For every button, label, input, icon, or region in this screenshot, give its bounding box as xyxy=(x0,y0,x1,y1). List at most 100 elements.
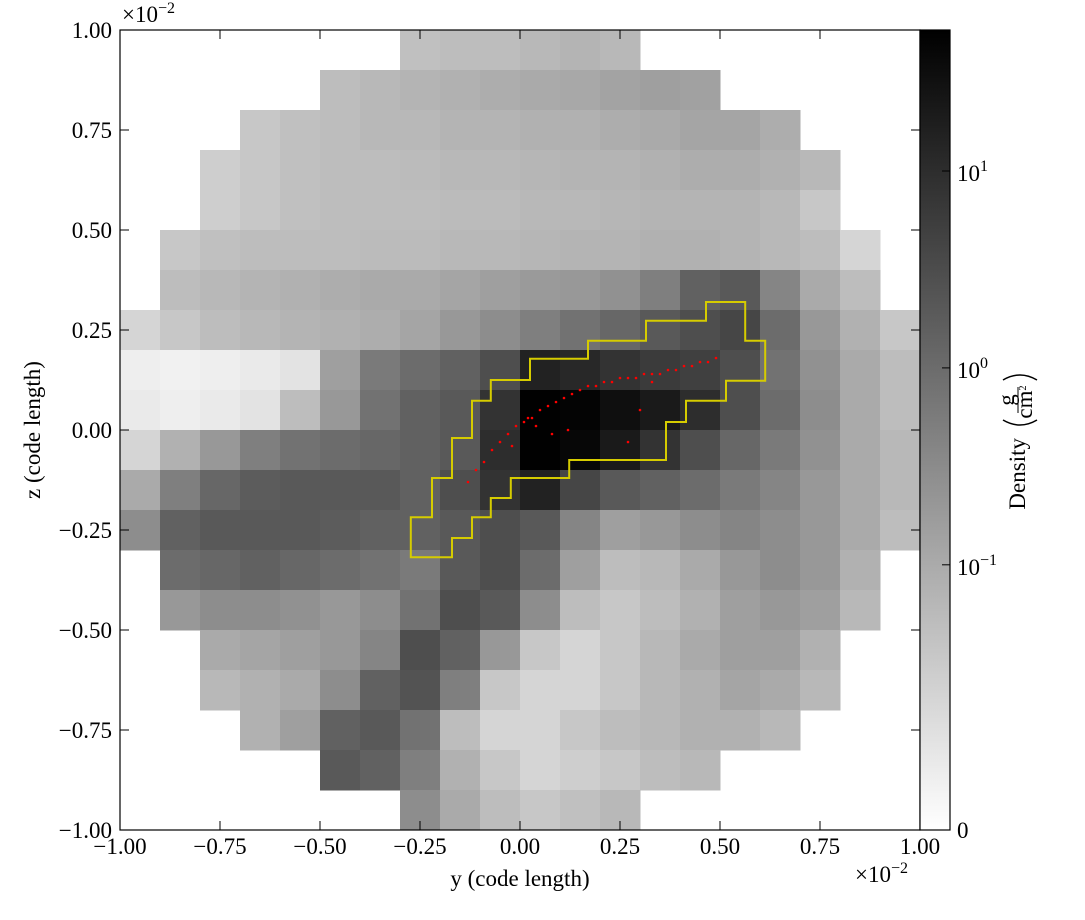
offset-text: ×10−2 xyxy=(855,860,908,887)
density-cell xyxy=(880,350,921,391)
density-cell xyxy=(720,670,761,711)
density-cell xyxy=(600,230,641,271)
density-cell xyxy=(440,550,481,591)
particle xyxy=(546,404,550,408)
density-cell xyxy=(560,510,601,551)
density-cell xyxy=(480,390,521,431)
density-cell xyxy=(640,430,681,471)
density-cell xyxy=(200,630,241,671)
density-cell xyxy=(720,230,761,271)
density-cell xyxy=(840,350,881,391)
colorbar-unit-den-exp: 2 xyxy=(1018,385,1029,390)
density-cell xyxy=(680,550,721,591)
density-cell xyxy=(760,430,801,471)
density-cell xyxy=(760,230,801,271)
density-cell xyxy=(680,270,721,311)
density-cell xyxy=(800,270,841,311)
particle xyxy=(498,440,502,444)
density-cell xyxy=(840,230,881,271)
density-cell xyxy=(320,510,361,551)
density-cell xyxy=(480,590,521,631)
y-tick-label: 0.25 xyxy=(72,318,112,343)
density-cell xyxy=(520,30,561,71)
particle xyxy=(526,416,530,420)
density-cell xyxy=(280,430,321,471)
density-cell xyxy=(320,470,361,511)
y-tick-label: 0.50 xyxy=(72,218,112,243)
density-cell xyxy=(520,70,561,111)
density-cell xyxy=(360,750,401,791)
colorbar xyxy=(919,29,951,831)
density-cell xyxy=(160,310,201,351)
x-tick-label: 0.00 xyxy=(500,834,540,859)
density-cell xyxy=(840,390,881,431)
particle xyxy=(674,368,678,372)
density-cell xyxy=(400,750,441,791)
particle xyxy=(618,376,622,380)
particle xyxy=(642,372,646,376)
x-tick-label: −0.50 xyxy=(293,834,346,859)
density-cell xyxy=(480,30,521,71)
density-cell xyxy=(760,310,801,351)
density-cell xyxy=(640,670,681,711)
density-cell xyxy=(600,310,641,351)
density-cell xyxy=(680,670,721,711)
density-cell xyxy=(320,390,361,431)
offset-exp: −2 xyxy=(891,860,908,877)
density-cell xyxy=(640,750,681,791)
particle xyxy=(522,420,526,424)
density-cell xyxy=(280,350,321,391)
density-cell xyxy=(640,590,681,631)
density-cell xyxy=(560,390,601,431)
density-cell xyxy=(400,510,441,551)
density-cell xyxy=(400,190,441,231)
density-cell xyxy=(360,510,401,551)
density-cell xyxy=(240,550,281,591)
density-cell xyxy=(480,470,521,511)
density-cell xyxy=(160,230,201,271)
density-cell xyxy=(200,270,241,311)
density-cell xyxy=(600,190,641,231)
colorbar-tick-exp: 0 xyxy=(980,355,988,372)
density-cell xyxy=(640,390,681,431)
x-tick-label: −0.25 xyxy=(393,834,446,859)
density-cell xyxy=(360,270,401,311)
density-cell xyxy=(160,390,201,431)
density-cell xyxy=(440,510,481,551)
density-cell xyxy=(800,630,841,671)
density-cell xyxy=(800,310,841,351)
contour xyxy=(409,301,767,559)
density-cell xyxy=(280,310,321,351)
particle xyxy=(714,356,718,360)
density-cell xyxy=(840,270,881,311)
density-cell xyxy=(320,230,361,271)
particle xyxy=(602,380,606,384)
density-cell xyxy=(520,430,561,471)
density-cell xyxy=(760,550,801,591)
particle xyxy=(530,416,534,420)
density-cell xyxy=(240,630,281,671)
density-cell xyxy=(760,630,801,671)
density-cell xyxy=(280,190,321,231)
density-cell xyxy=(320,110,361,151)
density-cell xyxy=(600,70,641,111)
density-cell xyxy=(680,350,721,391)
density-cell xyxy=(760,670,801,711)
colorbar-tick-exp: 1 xyxy=(980,158,988,175)
density-cell xyxy=(800,190,841,231)
offset-exp: −2 xyxy=(158,0,175,17)
density-cell xyxy=(280,710,321,751)
density-cell xyxy=(600,670,641,711)
y-tick-label: −1.00 xyxy=(59,818,112,843)
y-tick-label: −0.75 xyxy=(59,718,112,743)
density-cell xyxy=(440,150,481,191)
density-cell xyxy=(200,430,241,471)
density-cell xyxy=(560,70,601,111)
density-cell xyxy=(280,550,321,591)
density-cell xyxy=(760,350,801,391)
density-cell xyxy=(200,230,241,271)
density-cell xyxy=(240,110,281,151)
particle xyxy=(586,384,590,388)
density-cell xyxy=(520,510,561,551)
